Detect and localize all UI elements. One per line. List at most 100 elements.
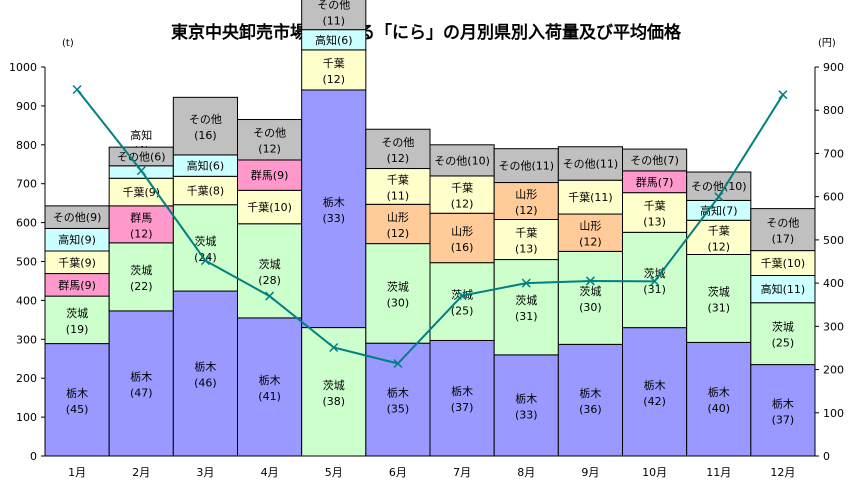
- right-tick-label: 300: [823, 320, 844, 333]
- right-tick-label: 400: [823, 277, 844, 290]
- price-marker: [521, 278, 531, 288]
- left-axis-unit: (t): [62, 38, 74, 49]
- segment-name-label: 茨城: [451, 288, 473, 302]
- segment-share-label: (30): [387, 296, 410, 309]
- bar-segment: [365, 243, 431, 344]
- stacked-bars: 栃木 (45) 茨城 (19) 群馬(9) 千葉(9) 高知(9) その他(9) 栃木 (47) 茨…: [44, 0, 816, 457]
- bar-segment: [301, 327, 367, 457]
- segment-share-label: (37): [451, 401, 474, 414]
- bar-segment: [172, 175, 238, 206]
- price-marker: [457, 291, 467, 301]
- bar-segment: [237, 223, 303, 319]
- segment-inline-label: 高知(6): [315, 33, 353, 47]
- segment-inline-label: その他(6): [117, 150, 166, 163]
- bar-segment: [622, 148, 688, 172]
- segment-inline-label: 千葉(11): [568, 190, 613, 204]
- segment-share-label: (17): [772, 233, 795, 246]
- segment-name-label: 茨城: [579, 284, 601, 298]
- segment-name-label: 栃木: [451, 384, 473, 398]
- x-tick-label: 8月: [517, 466, 535, 479]
- segment-inline-label: 高知(11): [761, 282, 806, 296]
- segment-name-label: その他: [381, 136, 414, 149]
- segment-inline-label: 千葉(9): [58, 255, 96, 269]
- price-marker: [329, 342, 339, 353]
- x-tick-label: 5月: [325, 466, 343, 479]
- segment-share-label: (12): [707, 240, 730, 253]
- price-marker: [650, 276, 660, 286]
- right-tick-label: 800: [823, 104, 844, 117]
- segment-share-label: (12): [387, 152, 410, 165]
- segment-share-label: (38): [322, 395, 345, 408]
- segment-share-label: (16): [451, 241, 474, 254]
- segment-share-label: (31): [707, 301, 730, 314]
- bar-segment: [237, 159, 303, 191]
- segment-share-label: (11): [322, 14, 345, 27]
- segment-name-label: 群馬: [130, 210, 152, 224]
- bar-segment: [108, 205, 174, 244]
- segment-inline-label: 高知(7): [700, 203, 738, 217]
- segment-share-label: (25): [772, 337, 795, 350]
- bar-segment: [750, 208, 816, 252]
- segment-share-label: (30): [579, 301, 602, 314]
- segment-share-label: (42): [643, 395, 666, 408]
- segment-name-label: 千葉: [451, 181, 473, 195]
- bar-segment: [622, 192, 688, 233]
- bar-segment: [429, 339, 495, 457]
- left-tick-label: 800: [16, 139, 37, 152]
- price-line: [76, 88, 784, 365]
- bar-segment: [750, 364, 816, 457]
- segment-name-label: 茨城: [708, 284, 730, 298]
- right-tick-label: 900: [823, 61, 844, 74]
- left-tick-label: 200: [16, 372, 37, 385]
- right-axis-unit: (円): [818, 38, 836, 49]
- segment-inline-label: 高知(6): [187, 159, 225, 173]
- right-tick-label: 600: [823, 191, 844, 204]
- segment-name-label: 栃木: [66, 386, 88, 400]
- segment-name-label: 栃木: [194, 360, 216, 374]
- right-tick-label: 0: [823, 450, 830, 463]
- segment-inline-label: その他(11): [563, 157, 619, 170]
- right-tick-label: 100: [823, 407, 844, 420]
- segment-name-label: その他: [189, 113, 222, 126]
- bar-segment: [172, 204, 238, 292]
- segment-name-label: その他: [253, 127, 286, 140]
- segment-name-label: 茨城: [66, 306, 88, 320]
- segment-share-label: (24): [194, 251, 217, 264]
- segment-name-label: 茨城: [130, 263, 152, 277]
- segment-share-label: (19): [66, 323, 89, 336]
- left-tick-label: 400: [16, 294, 37, 307]
- segment-share-label: (16): [194, 129, 217, 142]
- x-tick-label: 12月: [770, 466, 795, 479]
- bar-segment: [365, 128, 431, 170]
- segment-share-label: (35): [387, 403, 410, 416]
- bar-segment: [429, 262, 495, 341]
- price-marker: [714, 192, 724, 202]
- segment-name-label: 千葉: [644, 198, 666, 212]
- segment-inline-label: 千葉(8): [187, 184, 225, 198]
- left-tick-label: 700: [16, 178, 37, 191]
- segment-share-label: (33): [515, 408, 538, 421]
- segment-inline-label: 高知(9): [58, 233, 96, 247]
- x-tick-label: 7月: [453, 466, 471, 479]
- bar-segment: [493, 148, 559, 184]
- segment-share-label: (11): [387, 189, 410, 202]
- bar-segment: [686, 253, 752, 343]
- right-tick-label: 200: [823, 364, 844, 377]
- segment-name-label: 茨城: [772, 320, 794, 334]
- segment-inline-label: その他(10): [691, 180, 747, 193]
- bar-segment: [365, 168, 431, 205]
- segment-share-label: (12): [130, 227, 153, 240]
- segment-share-label: (31): [643, 283, 666, 296]
- segment-share-label: (31): [515, 310, 538, 323]
- price-marker: [265, 291, 275, 301]
- x-tick-label: 2月: [132, 466, 150, 479]
- segment-inline-label: その他(9): [53, 211, 102, 224]
- segment-name-label: 山形: [387, 211, 409, 224]
- right-tick-label: 700: [823, 147, 844, 160]
- segment-name-label: 茨城: [644, 266, 666, 280]
- segment-share-label: (12): [579, 236, 602, 249]
- price-marker: [200, 256, 210, 266]
- segment-share-label: (12): [451, 198, 474, 211]
- segment-share-label: (40): [707, 402, 730, 415]
